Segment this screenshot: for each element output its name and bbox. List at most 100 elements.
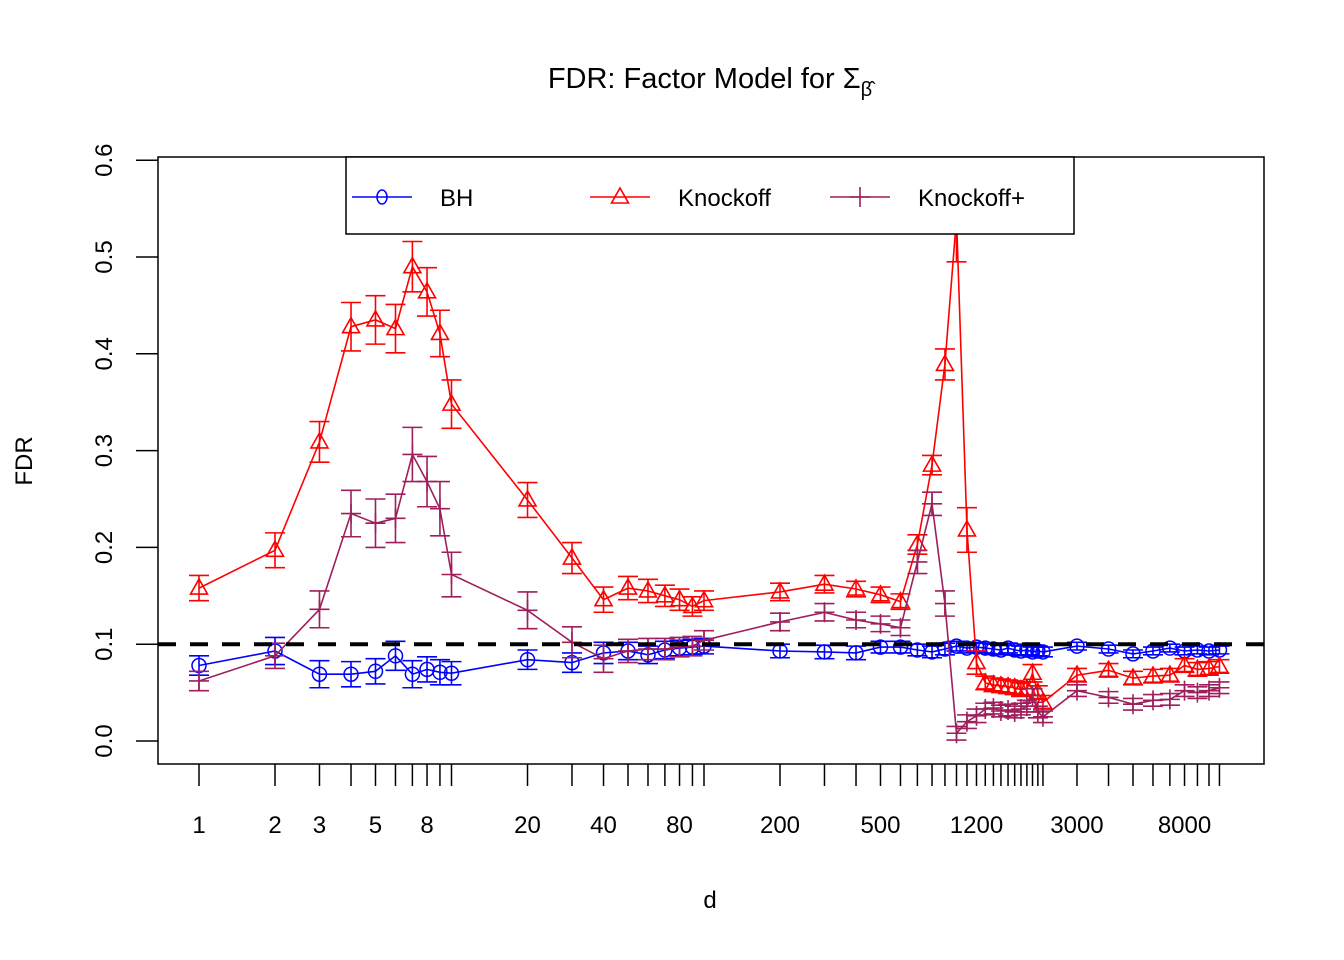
legend-item-knockoff-plus: Knockoff+: [830, 185, 1025, 212]
x-axis-title: d: [703, 887, 716, 914]
data-point: [1122, 646, 1143, 662]
data-point: [1159, 640, 1180, 656]
data-point: [956, 506, 977, 554]
data-point: [1022, 685, 1043, 706]
data-point: [417, 266, 438, 317]
circle-marker: [1013, 643, 1029, 659]
data-point: [1187, 682, 1208, 703]
triangle-marker: [770, 581, 790, 599]
x-tick-label: 200: [760, 812, 800, 839]
series-knockoff-plus: [189, 426, 1230, 744]
data-point: [402, 659, 423, 689]
data-point: [617, 575, 638, 601]
triangle-marker: [1160, 664, 1180, 682]
data-point: [870, 613, 891, 634]
data-point: [593, 586, 614, 614]
y-tick-label: 0.3: [91, 434, 118, 467]
triangle-marker: [890, 590, 911, 609]
data-point: [1209, 677, 1230, 698]
y-tick-label: 0.5: [91, 240, 118, 273]
triangle-marker: [365, 309, 386, 327]
circle-marker: [404, 666, 421, 682]
circle-marker: [376, 189, 388, 205]
x-tick-label: 1: [192, 812, 205, 839]
data-point: [1032, 706, 1053, 727]
triangle-marker: [814, 573, 835, 591]
data-point: [637, 578, 658, 604]
triangle-marker: [870, 584, 891, 602]
triangle-marker: [1098, 659, 1119, 678]
triangle-marker: [309, 431, 330, 449]
data-point: [890, 617, 911, 638]
data-point: [870, 639, 891, 655]
triangle-marker: [417, 281, 437, 299]
x-tick-label: 1200: [950, 812, 1003, 839]
title-text: FDR: Factor Model for Σ: [548, 63, 861, 95]
x-tick-label: 20: [514, 812, 541, 839]
data-point: [890, 639, 911, 655]
triangle-marker: [610, 186, 630, 204]
data-point: [934, 590, 955, 617]
triangle-marker: [846, 578, 866, 596]
triangle-marker: [1022, 662, 1043, 681]
circle-marker: [937, 641, 953, 657]
triangle-marker: [441, 393, 462, 411]
data-point: [770, 611, 791, 632]
triangle-marker: [957, 519, 977, 537]
y-tick-label: 0.4: [91, 337, 118, 370]
data-point: [1159, 689, 1180, 710]
circle-marker: [519, 651, 536, 668]
x-tick-label: 3: [313, 812, 326, 839]
y-tick-label: 0.6: [91, 144, 118, 177]
data-point: [1032, 644, 1053, 660]
legend-label: BH: [440, 185, 473, 212]
data-point: [429, 309, 450, 358]
circle-marker: [1100, 641, 1117, 657]
data-point: [617, 638, 638, 664]
data-point: [309, 420, 330, 464]
x-tick-label: 8000: [1158, 812, 1211, 839]
data-point: [1209, 655, 1230, 675]
data-point: [1142, 665, 1163, 684]
data-point: [341, 489, 362, 538]
x-tick-label: 3000: [1050, 812, 1103, 839]
triangle-marker: [1174, 654, 1195, 673]
data-point: [1027, 701, 1048, 722]
legend-item-bh: BH: [352, 185, 473, 212]
data-point: [1174, 680, 1195, 701]
x-tick-label: 80: [666, 812, 693, 839]
data-point: [870, 584, 891, 604]
triangle-marker: [998, 676, 1018, 694]
x-tick-label: 40: [590, 812, 617, 839]
triangle-marker: [1123, 667, 1143, 685]
circle-marker: [343, 666, 359, 682]
triangle-marker: [935, 353, 955, 372]
data-point: [1122, 667, 1143, 686]
data-point: [1187, 658, 1208, 677]
data-point: [669, 636, 690, 658]
data-point: [365, 657, 386, 685]
data-point: [1098, 659, 1119, 678]
data-point: [946, 723, 967, 744]
data-point: [682, 635, 703, 657]
circle-marker: [848, 645, 864, 661]
triangle-marker: [669, 589, 690, 607]
data-point: [1199, 643, 1219, 659]
circle-marker: [387, 648, 404, 664]
circle-marker: [311, 666, 328, 682]
triangle-marker: [593, 589, 614, 607]
data-point: [814, 573, 835, 594]
data-point: [385, 493, 406, 544]
title-subscript: β̂: [861, 79, 877, 101]
data-point: [814, 602, 835, 623]
data-point: [341, 301, 362, 352]
y-axis-title: FDR: [11, 436, 38, 485]
triangle-marker: [1143, 665, 1163, 683]
data-point: [1022, 662, 1043, 683]
triangle-marker: [402, 256, 423, 274]
data-point: [517, 649, 538, 671]
chart-title: FDR: Factor Model for Σβ̂: [548, 63, 876, 101]
data-point: [814, 644, 835, 660]
data-point: [770, 581, 791, 602]
